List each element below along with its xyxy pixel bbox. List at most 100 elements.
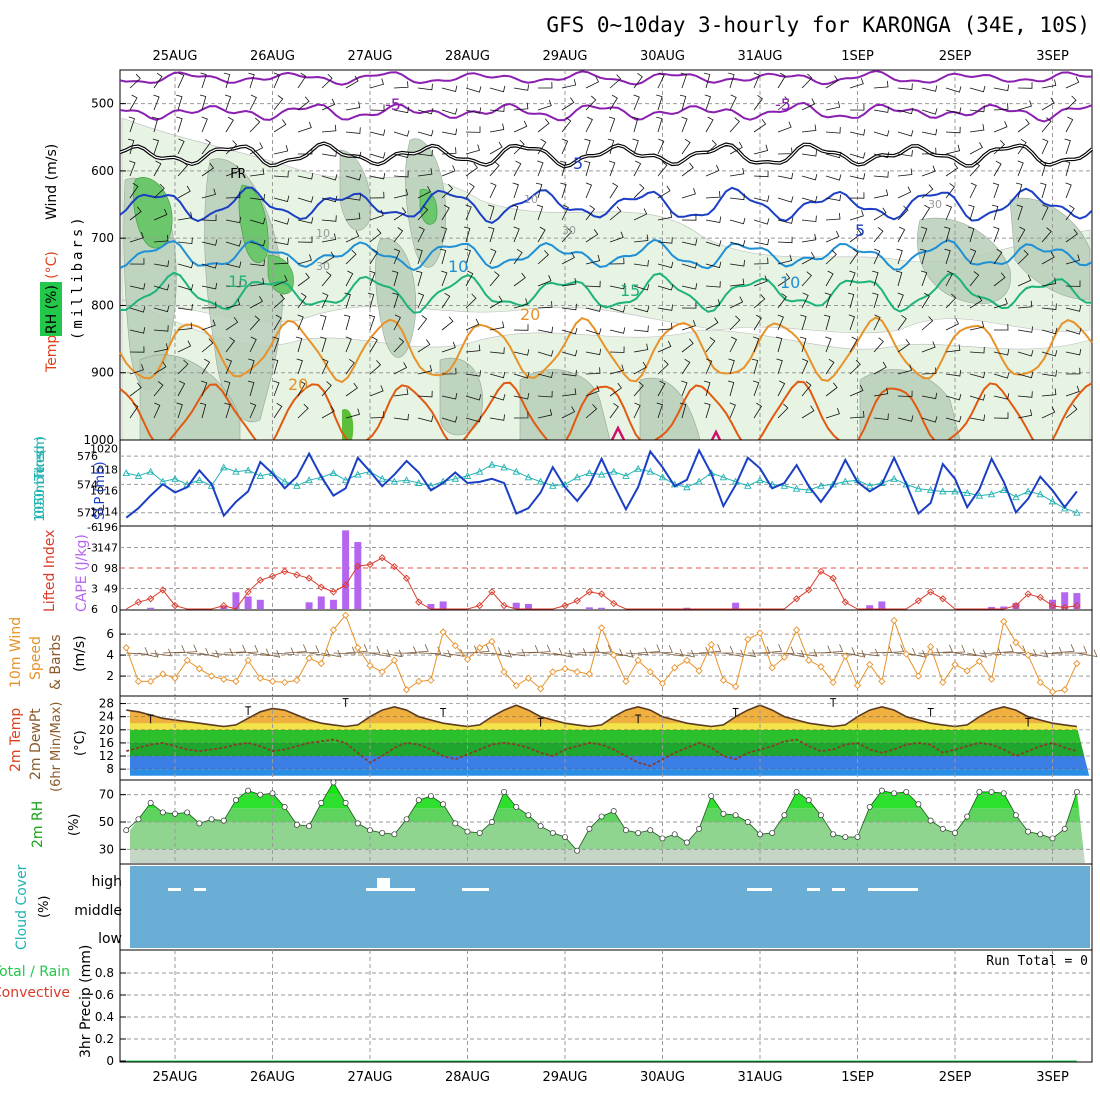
cape-bar [305,602,313,609]
wind-barb [993,140,1005,155]
wind-barb [849,336,858,353]
wind10-point [451,642,459,650]
tick-label: 16 [99,736,114,750]
rh2m-axis-ticks: 70 50 30 [99,788,126,856]
wind-barb [969,124,985,133]
wind-barb [561,303,577,311]
wind-barb [321,405,335,419]
wind-barb [513,372,530,379]
wind-barb [368,314,376,331]
wind10-barb [199,650,220,658]
cloud-cover-fill [130,866,1090,948]
rh2m-point [683,839,690,846]
wind10-barb [613,650,634,658]
wind-barb [129,73,141,89]
top-date-label: 2SEP [939,49,972,64]
rh2m-point [184,809,191,816]
wind-barb [369,209,384,221]
isotherm-10 [119,238,1093,272]
cape-bar [427,603,435,609]
rh2m-point [135,816,142,823]
wind10-barb [284,644,307,654]
wind-barb [801,251,815,265]
wind-barb [799,336,807,353]
wind-barb [417,292,425,309]
wind-barb [729,94,737,111]
wind-barb [705,281,721,288]
wind-barb [1041,97,1055,111]
wind-barb [993,412,1009,419]
isotherm-minus10 [119,69,1092,86]
thickness-point [390,477,399,485]
wind-barb [176,116,183,133]
lifted-index-line [126,557,1077,610]
wind-barb [537,226,546,243]
wind-barb [297,217,314,224]
wind10-barb [223,644,247,654]
li-tick-label: -3 [87,542,98,555]
temp2m-label-line3: (6hr Min/Max) [49,702,64,792]
thickness-point [317,473,326,481]
lifted-index-point [1073,601,1081,610]
wind-barb [225,317,239,331]
wind-barb [537,326,554,334]
cape-bars [147,530,1081,609]
thickness-point [329,469,338,477]
wind-barb [993,84,1010,92]
thickness-point [999,486,1008,494]
wind-barb [537,275,552,287]
li-tick-label: 0 [91,562,98,575]
wind-barb [249,117,261,133]
wind-barb [945,107,962,114]
wind10-barb [333,646,356,655]
wind-barb [727,380,735,397]
cape-tick-label: 49 [104,583,118,596]
wind10-barb [735,649,757,658]
thickness-point [305,476,313,484]
rh2m-point [172,810,178,817]
wind-barb [753,218,770,225]
wind-barb [249,296,263,309]
lifted-index-point [841,598,849,606]
rh2m-point [379,829,386,836]
rh2m-point [525,812,532,819]
wind-barb [464,248,471,265]
wind10-point [731,682,740,691]
wind-barb [728,358,735,375]
wind-barb [969,371,986,379]
wind-barb [729,117,740,133]
wind-barb [873,361,887,375]
wind-barb [633,72,643,89]
cloud-clear-break [868,888,918,891]
thickness-point [1036,490,1045,498]
wind10-barb [845,649,866,658]
wind-barb [632,138,639,155]
wind-barb [1041,138,1049,155]
rh-label-30-first: 30 [562,224,576,237]
rh2m-point [866,804,873,810]
wind-barb [896,248,903,265]
wind-barb [1017,100,1032,111]
wind10-point [524,674,533,682]
wind-barb [1065,204,1075,221]
wind-barb [1017,391,1033,398]
cloud-clear-break [747,888,772,891]
thickness-point [414,479,423,486]
wind-barb [609,402,619,419]
wind-barb [657,138,665,155]
wind-barb [513,324,529,331]
lifted-index-point [939,595,947,603]
wind-barb [681,162,694,177]
wind-barb [969,105,985,113]
top-date-label: 31AUG [737,49,782,64]
wind10-barb [1040,646,1063,655]
wind-barb [201,239,218,246]
wind-barb [1041,406,1056,419]
wind10-label-line3: & Barbs [48,635,64,691]
wind-barb [1041,227,1052,243]
wind-barb [801,405,815,419]
wind-barb [921,341,936,353]
wind-barb [825,230,840,243]
